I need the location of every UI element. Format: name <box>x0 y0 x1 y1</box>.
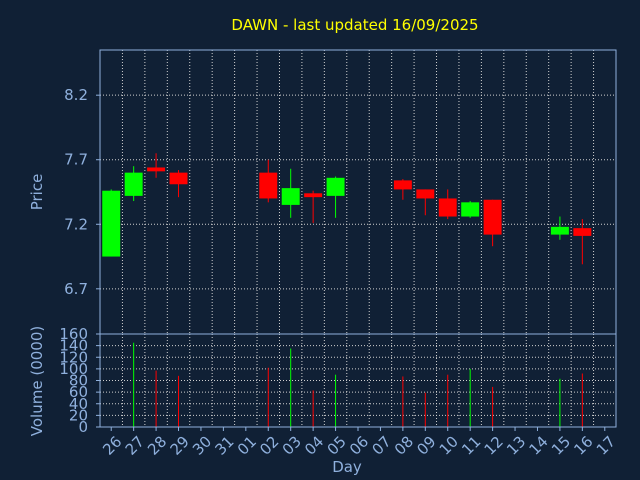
candle-body <box>438 198 457 217</box>
candle-body <box>483 199 502 235</box>
volume-tick-label: 80 <box>69 372 88 390</box>
volume-panel: 0204060801001201401602627282930310102030… <box>59 325 619 459</box>
volume-tick-label: 100 <box>59 360 88 378</box>
candle-body <box>102 190 121 257</box>
volume-axis-label: Volume (0000) <box>28 326 46 436</box>
candle-body <box>416 189 435 199</box>
price-tick-label: 7.2 <box>64 215 88 233</box>
price-tick-label: 6.7 <box>64 280 88 298</box>
volume-tick-label: 60 <box>69 383 88 401</box>
candle-body <box>393 180 412 190</box>
candle-body <box>461 202 480 217</box>
price-axis-label: Price <box>28 174 46 211</box>
candle-body <box>326 177 345 196</box>
chart-title: DAWN - last updated 16/09/2025 <box>231 16 478 34</box>
candle-body <box>147 167 166 172</box>
x-tick-label: 17 <box>593 433 619 459</box>
volume-tick-label: 140 <box>59 337 88 355</box>
x-axis-label: Day <box>332 458 362 476</box>
candle-body <box>259 172 278 199</box>
candle-body <box>169 172 188 185</box>
price-panel-frame <box>99 49 617 335</box>
candle-body <box>573 228 592 236</box>
volume-tick-label: 40 <box>69 395 88 413</box>
price-tick-label: 7.7 <box>64 151 88 169</box>
volume-tick-label: 120 <box>59 348 88 366</box>
price-panel: 6.7 7.2 7.7 8.2 <box>64 49 617 335</box>
candle-body <box>124 172 143 196</box>
price-tick-label: 8.2 <box>64 86 88 104</box>
candle-body <box>304 193 323 198</box>
volume-tick-label: 20 <box>69 406 88 424</box>
candle-body <box>281 188 300 205</box>
candle-body <box>550 226 569 235</box>
volume-tick-label: 160 <box>59 325 88 343</box>
volume-tick-label: 0 <box>78 418 88 436</box>
